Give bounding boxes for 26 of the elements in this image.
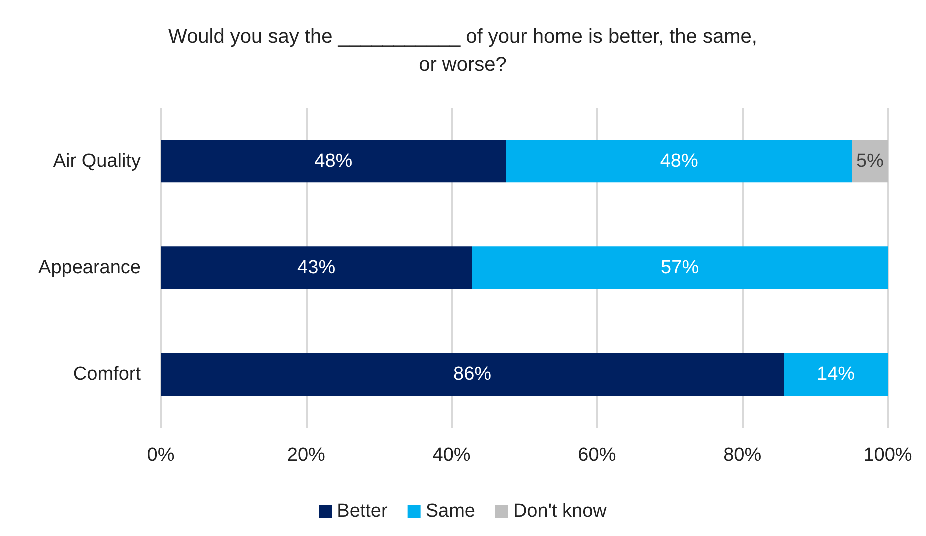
legend-label: Better bbox=[337, 501, 389, 522]
y-tick-label: Appearance bbox=[38, 258, 141, 278]
bar bbox=[161, 246, 472, 290]
x-tick-label: 20% bbox=[287, 445, 326, 466]
data-label: 5% bbox=[856, 150, 884, 172]
data-label: 48% bbox=[660, 150, 698, 172]
x-tick-label: 0% bbox=[147, 445, 175, 466]
bar bbox=[784, 353, 888, 396]
chart-title: Would you say the ___________ of your home is better, the same, or worse? bbox=[168, 26, 758, 76]
bar bbox=[472, 246, 888, 290]
bar bbox=[506, 140, 852, 183]
legend-label: Don't know bbox=[513, 501, 608, 522]
x-tick-label: 60% bbox=[578, 445, 616, 466]
x-tick-label: 40% bbox=[432, 445, 471, 466]
x-tick-label: 100% bbox=[864, 445, 912, 466]
data-label: 48% bbox=[314, 150, 353, 172]
y-tick-label: Comfort bbox=[73, 364, 142, 386]
bar bbox=[161, 140, 506, 183]
data-label: 86% bbox=[454, 364, 492, 386]
legend-label: Same bbox=[426, 501, 476, 522]
bar bbox=[161, 353, 784, 396]
data-label: 14% bbox=[817, 364, 856, 386]
y-tick-label: Air Quality bbox=[53, 150, 142, 172]
data-label: 43% bbox=[298, 258, 336, 278]
x-tick-label: 80% bbox=[724, 445, 762, 466]
data-label: 57% bbox=[661, 258, 700, 278]
